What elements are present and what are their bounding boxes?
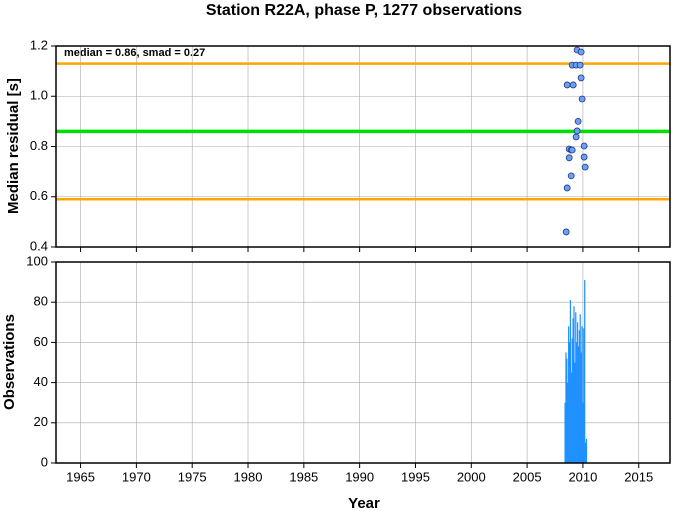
- y-tick-label: 0: [41, 454, 48, 469]
- y-tick-label: 1.2: [30, 37, 48, 52]
- bar: [568, 326, 570, 463]
- point: [565, 154, 573, 162]
- bar: [567, 382, 569, 463]
- y-tick-label: 20: [34, 414, 48, 429]
- point: [580, 153, 588, 161]
- y-tick-label: 0.4: [30, 238, 48, 253]
- x-tick-label: 1975: [178, 469, 207, 484]
- x-tick-label: 2015: [624, 469, 653, 484]
- bar: [582, 402, 584, 463]
- bar: [566, 358, 568, 463]
- point: [568, 146, 576, 154]
- bar: [585, 438, 588, 463]
- bar: [573, 306, 575, 463]
- bar: [577, 346, 580, 463]
- bar: [564, 402, 566, 463]
- point: [567, 172, 575, 180]
- y-axis-label: Median residual [s]: [5, 78, 22, 214]
- bar: [572, 318, 574, 463]
- y-axis-label: Observations: [1, 314, 18, 410]
- point: [563, 81, 571, 89]
- bar: [581, 326, 583, 463]
- x-tick-label: 2000: [457, 469, 486, 484]
- x-axis-label: Year: [348, 495, 380, 511]
- x-tick-label: 1985: [289, 469, 318, 484]
- x-tick-label: 1980: [234, 469, 263, 484]
- bar: [579, 314, 581, 463]
- bar: [574, 362, 576, 463]
- bar: [576, 322, 579, 463]
- bar: [585, 442, 587, 463]
- y-tick-label: 40: [34, 374, 48, 389]
- x-tick-label: 1990: [345, 469, 374, 484]
- y-tick-label: 1.0: [30, 88, 48, 103]
- bar: [583, 328, 585, 463]
- point: [573, 127, 581, 135]
- plot-frame: [55, 45, 671, 248]
- plot-frame: [55, 261, 671, 464]
- bar: [570, 372, 572, 463]
- bar: [578, 330, 580, 463]
- chart-title: Station R22A, phase P, 1277 observations: [206, 2, 522, 19]
- point: [569, 81, 577, 89]
- y-tick-label: 100: [26, 253, 48, 268]
- x-tick-label: 2010: [568, 469, 597, 484]
- y-tick-label: 0.8: [30, 138, 48, 153]
- point: [577, 74, 585, 82]
- bar: [565, 352, 567, 463]
- point: [577, 48, 585, 56]
- x-tick-label: 1970: [122, 469, 151, 484]
- x-tick-label: 1995: [401, 469, 430, 484]
- y-tick-label: 60: [34, 334, 48, 349]
- point: [572, 133, 580, 141]
- point: [580, 142, 588, 150]
- bar: [584, 280, 586, 463]
- y-tick-label: 80: [34, 294, 48, 309]
- bar: [568, 342, 571, 463]
- bar: [571, 338, 573, 463]
- bar: [580, 352, 582, 463]
- annotation: median = 0.86, smad = 0.27: [64, 47, 205, 59]
- point: [578, 95, 586, 103]
- point: [574, 117, 582, 125]
- x-tick-label: 2005: [513, 469, 542, 484]
- bar: [575, 312, 577, 463]
- point: [581, 163, 589, 171]
- bar: [569, 300, 572, 463]
- bar: [576, 342, 578, 463]
- point: [563, 184, 571, 192]
- x-tick-label: 1965: [66, 469, 95, 484]
- point: [576, 61, 584, 69]
- y-tick-label: 0.6: [30, 188, 48, 203]
- point: [562, 228, 570, 236]
